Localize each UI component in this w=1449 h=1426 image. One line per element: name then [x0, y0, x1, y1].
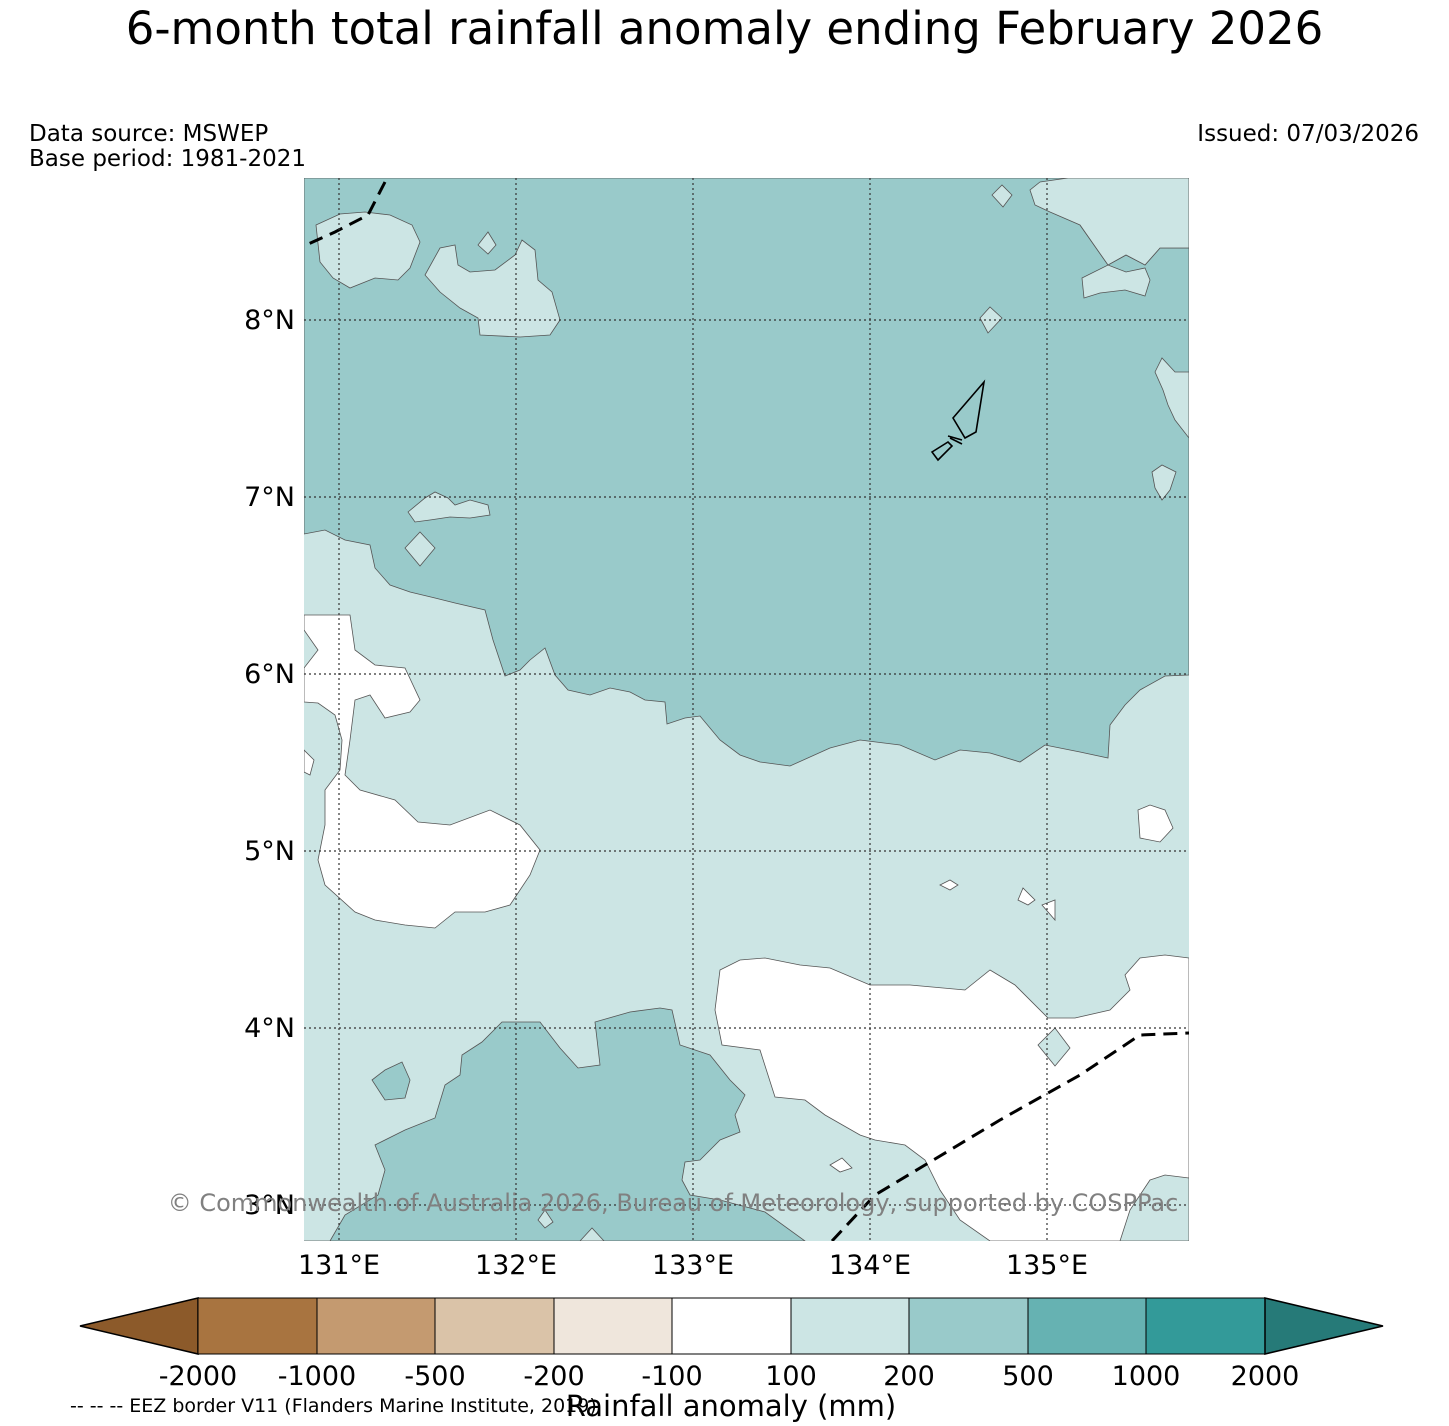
lat-label: 4°N — [244, 1013, 295, 1044]
anomaly-neutral-patch — [1137, 804, 1174, 843]
anomaly-neutral-patch — [1041, 899, 1056, 922]
longitude-labels: 131°E 132°E 133°E 134°E 135°E — [298, 1250, 1088, 1281]
map-panel — [304, 178, 1189, 1241]
eez-border-south — [830, 1031, 1189, 1241]
base-period-text: Base period: 1981-2021 — [29, 146, 307, 172]
lon-label: 131°E — [298, 1250, 380, 1281]
anomaly-light-patch — [579, 1227, 605, 1241]
colorbar-extend-high — [1264, 1297, 1384, 1355]
colorbar-tick-label: -1000 — [278, 1361, 356, 1392]
colorbar-tick-label: 100 — [765, 1361, 817, 1392]
colorbar-segment — [671, 1297, 792, 1355]
colorbar-segment — [197, 1297, 318, 1355]
lat-label: 8°N — [244, 305, 295, 336]
source-info: Data source: MSWEP Base period: 1981-202… — [29, 122, 306, 172]
map-title: 6-month total rainfall anomaly ending Fe… — [125, 2, 1324, 55]
lat-label: 6°N — [244, 659, 295, 690]
anomaly-neutral-patch — [829, 1157, 853, 1173]
colorbar-tick-label: 2000 — [1231, 1361, 1300, 1392]
anomaly-light-patch — [1151, 464, 1177, 501]
anomaly-light-patch — [404, 531, 436, 567]
colorbar-segment — [316, 1297, 436, 1355]
colorbar-tick-label: 500 — [1002, 1361, 1054, 1392]
colorbar-tick-label: -500 — [404, 1361, 465, 1392]
anomaly-neutral-patch — [939, 879, 959, 891]
copyright-watermark: © Commonwealth of Australia 2026, Bureau… — [168, 1189, 1179, 1217]
lon-label: 133°E — [652, 1250, 734, 1281]
anomaly-light-patch — [424, 239, 561, 338]
anomaly-light-patch — [477, 231, 497, 255]
anomaly-neutral-patch — [304, 749, 315, 776]
anomaly-200-500-south-region — [304, 1007, 806, 1241]
colorbar-tick-label: -100 — [641, 1361, 702, 1392]
lon-label: 134°E — [829, 1250, 911, 1281]
anomaly-light-patch — [537, 1209, 554, 1229]
colorbar-segment — [790, 1297, 910, 1355]
anomaly-light-patch — [991, 184, 1013, 208]
anomaly-light-patch — [1119, 1174, 1189, 1241]
colorbar-tick-label: -200 — [523, 1361, 584, 1392]
colorbar-tick-label: 200 — [883, 1361, 935, 1392]
anomaly-neutral-patch — [1017, 887, 1036, 906]
colorbar-title: Rainfall anomaly (mm) — [566, 1389, 897, 1423]
colorbar-extend-low — [79, 1297, 199, 1355]
colorbar-tick-labels: -2000 -1000 -500 -200 -100 100 200 500 1… — [159, 1361, 1300, 1392]
anomaly-neutral-west-region — [304, 614, 541, 929]
eez-legend-note: -- -- -- EEZ border V11 (Flanders Marine… — [70, 1395, 597, 1417]
colorbar-segment — [1145, 1297, 1266, 1355]
lat-label: 5°N — [244, 836, 295, 867]
colorbar — [79, 1297, 1384, 1355]
eez-border-north — [304, 181, 387, 248]
anomaly-light-patch — [1154, 357, 1189, 439]
lon-label: 135°E — [1006, 1250, 1088, 1281]
anomaly-200-500-patch — [371, 1061, 411, 1101]
anomaly-light-patch — [1081, 264, 1151, 299]
graticule — [304, 178, 1189, 1241]
anomaly-neutral-east-region — [714, 954, 1189, 1241]
data-source-text: Data source: MSWEP — [29, 121, 269, 147]
anomaly-light-patch — [315, 211, 421, 289]
anomaly-light-patch — [407, 491, 491, 523]
colorbar-tick-label: -2000 — [159, 1361, 237, 1392]
colorbar-segment — [434, 1297, 555, 1355]
colorbar-segment — [1027, 1297, 1147, 1355]
colorbar-tick-label: 1000 — [1112, 1361, 1181, 1392]
latitude-labels: 8°N 7°N 6°N 5°N 4°N 3°N — [244, 305, 295, 1221]
anomaly-light-patch — [1037, 1027, 1071, 1067]
colorbar-segment — [553, 1297, 673, 1355]
island-outline — [930, 379, 986, 462]
lat-label: 7°N — [244, 482, 295, 513]
lat-label: 3°N — [244, 1190, 295, 1221]
lon-label: 132°E — [475, 1250, 557, 1281]
issued-date: Issued: 07/03/2026 — [1197, 121, 1419, 147]
colorbar-segment — [908, 1297, 1029, 1355]
